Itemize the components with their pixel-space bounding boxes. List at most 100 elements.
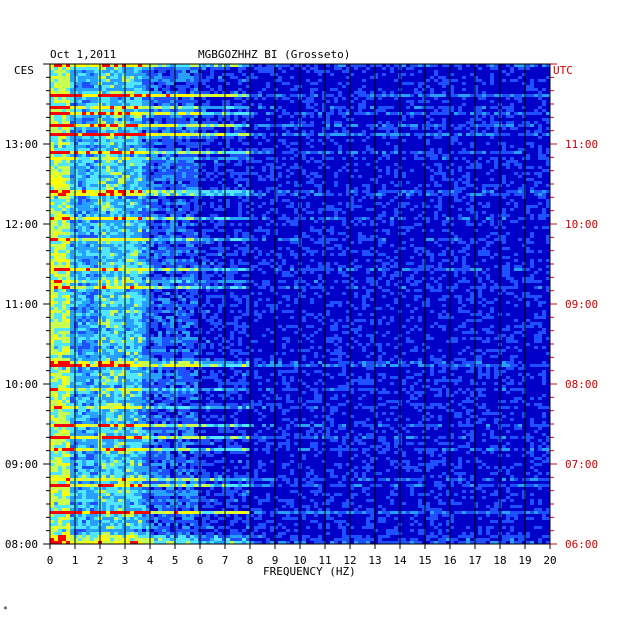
heat-cell [506, 94, 510, 97]
heat-cell [186, 274, 190, 277]
heat-cell [546, 148, 550, 151]
heat-cell [114, 229, 118, 232]
heat-cell [338, 124, 342, 127]
heat-cell [122, 280, 126, 283]
heat-cell [82, 253, 86, 256]
heat-cell [54, 211, 58, 214]
heat-cell [102, 169, 106, 172]
heat-cell [74, 172, 78, 175]
heat-cell [202, 250, 206, 253]
heat-cell [402, 139, 406, 142]
heat-cell [74, 76, 78, 79]
heat-cell [146, 205, 150, 208]
heat-cell [486, 277, 490, 280]
heat-cell [230, 112, 234, 115]
heat-cell [166, 265, 170, 268]
heat-cell [286, 64, 290, 67]
heat-cell [94, 229, 98, 232]
heat-cell [386, 127, 390, 130]
heat-cell [150, 232, 154, 235]
heat-cell [174, 217, 178, 220]
heat-cell [142, 217, 146, 220]
heat-cell [222, 151, 226, 154]
heat-cell [58, 247, 62, 250]
heat-cell [206, 193, 210, 196]
heat-cell [166, 235, 170, 238]
heat-cell [166, 283, 170, 286]
heat-cell [202, 136, 206, 139]
heat-cell [166, 154, 170, 157]
heat-cell [74, 157, 78, 160]
heat-cell [82, 73, 86, 76]
heat-cell [154, 76, 158, 79]
heat-cell [102, 130, 106, 133]
heat-cell [118, 205, 122, 208]
heat-cell [166, 208, 170, 211]
heat-cell [146, 139, 150, 142]
heat-cell [202, 121, 206, 124]
heat-cell [202, 193, 206, 196]
heat-cell [502, 124, 506, 127]
heat-cell [182, 208, 186, 211]
heat-cell [242, 157, 246, 160]
heat-cell [110, 76, 114, 79]
heat-cell [134, 220, 138, 223]
heat-cell [506, 115, 510, 118]
heat-cell [502, 268, 506, 271]
heat-cell [54, 79, 58, 82]
heat-cell [54, 229, 58, 232]
heat-cell [66, 145, 70, 148]
heat-cell [114, 259, 118, 262]
heat-cell [94, 280, 98, 283]
heat-cell [66, 256, 70, 259]
heat-cell [458, 199, 462, 202]
heat-cell [302, 235, 306, 238]
heat-cell [514, 280, 518, 283]
heat-cell [102, 127, 106, 130]
heat-cell [246, 85, 250, 88]
heat-cell [446, 106, 450, 109]
heat-cell [202, 271, 206, 274]
heat-cell [54, 250, 58, 253]
heat-cell [54, 139, 58, 142]
heat-cell [186, 154, 190, 157]
heat-cell [110, 262, 114, 265]
heat-cell [170, 271, 174, 274]
heat-cell [462, 97, 466, 100]
heat-cell [66, 163, 70, 166]
heat-cell [350, 196, 354, 199]
heat-cell [50, 163, 54, 166]
heat-cell [274, 109, 278, 112]
heat-cell [134, 250, 138, 253]
heat-cell [370, 94, 374, 97]
heat-cell [70, 247, 74, 250]
heat-cell [126, 76, 130, 79]
heat-cell [142, 265, 146, 268]
heat-cell [302, 280, 306, 283]
heat-cell [134, 145, 138, 148]
heat-cell [62, 151, 66, 154]
heat-cell [158, 280, 162, 283]
heat-cell [482, 106, 486, 109]
heat-cell [70, 124, 74, 127]
heat-cell [518, 265, 522, 268]
heat-cell [150, 241, 154, 244]
heat-cell [226, 100, 230, 103]
heat-cell [510, 67, 514, 70]
heat-cell [162, 154, 166, 157]
heat-cell [538, 136, 542, 139]
heat-cell [130, 109, 134, 112]
heat-cell [502, 196, 506, 199]
heat-cell [150, 220, 154, 223]
heat-cell [62, 211, 66, 214]
heat-cell [126, 112, 130, 115]
heat-cell [534, 271, 538, 274]
heat-cell [374, 193, 378, 196]
heat-cell [86, 208, 90, 211]
heat-cell [514, 193, 518, 196]
heat-cell [218, 199, 222, 202]
heat-cell [262, 106, 266, 109]
heat-cell [114, 220, 118, 223]
heat-cell [174, 247, 178, 250]
heat-cell [54, 262, 58, 265]
